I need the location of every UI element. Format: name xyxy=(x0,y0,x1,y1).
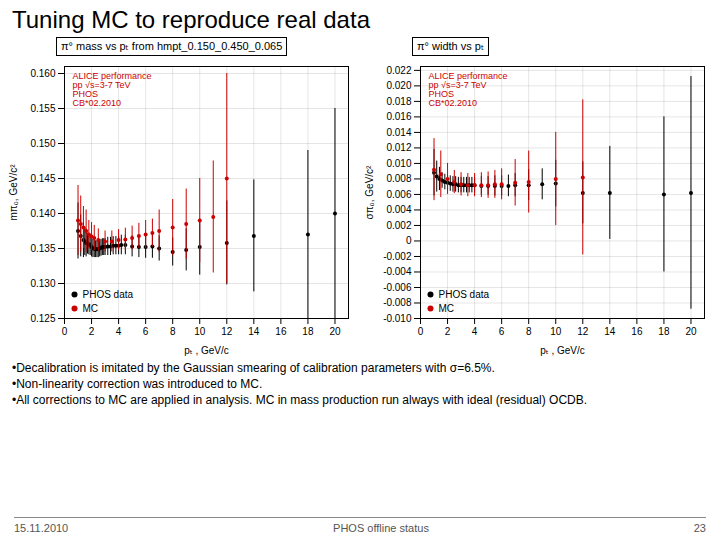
svg-text:14: 14 xyxy=(248,326,260,337)
svg-text:0: 0 xyxy=(62,326,68,337)
html-text:π° mass vs pₜ from hmpt_0.150_: π° mass vs pₜ from hmpt_0.150_0.450_0.06… xyxy=(61,40,283,52)
svg-text:20: 20 xyxy=(329,326,341,337)
svg-text:pₜ , GeV/c: pₜ , GeV/c xyxy=(540,345,585,356)
svg-text:6: 6 xyxy=(499,326,505,337)
svg-text:18: 18 xyxy=(658,326,670,337)
svg-text:-0.004: -0.004 xyxy=(383,266,412,277)
svg-text:pₜ , GeV/c: pₜ , GeV/c xyxy=(184,345,229,356)
svg-text:4: 4 xyxy=(472,326,478,337)
svg-text:10: 10 xyxy=(550,326,562,337)
svg-text:20: 20 xyxy=(685,326,697,337)
svg-text:0.016: 0.016 xyxy=(386,111,411,122)
svg-text:-0.002: -0.002 xyxy=(383,251,412,262)
svg-text:0.140: 0.140 xyxy=(30,208,55,219)
svg-text:0.010: 0.010 xyxy=(386,158,411,169)
svg-text:0.012: 0.012 xyxy=(386,142,411,153)
svg-text:8: 8 xyxy=(526,326,532,337)
svg-text:8: 8 xyxy=(170,326,176,337)
svg-text:-0.006: -0.006 xyxy=(383,282,412,293)
html-text:•All corrections to MC are app: •All corrections to MC are applied in an… xyxy=(12,393,588,408)
svg-text:2: 2 xyxy=(445,326,451,337)
svg-text:-0.008: -0.008 xyxy=(383,297,412,308)
svg-text:0.145: 0.145 xyxy=(30,173,55,184)
svg-text:0.018: 0.018 xyxy=(386,96,411,107)
svg-text:MC: MC xyxy=(83,303,99,314)
html-text:Tuning MC to reproduce real da: Tuning MC to reproduce real data xyxy=(12,6,370,33)
svg-text:ALICE performancepp √s=3-7 TeV: ALICE performancepp √s=3-7 TeVPHOSCB*02.… xyxy=(429,71,508,108)
svg-text:0.135: 0.135 xyxy=(30,243,55,254)
svg-text:0.008: 0.008 xyxy=(386,173,411,184)
svg-text:0.002: 0.002 xyxy=(386,220,411,231)
svg-text:0.155: 0.155 xyxy=(30,103,55,114)
html-text:PHOS offline status: PHOS offline status xyxy=(333,522,429,534)
svg-text:PHOS data: PHOS data xyxy=(439,289,490,300)
svg-text:0.125: 0.125 xyxy=(30,313,55,324)
svg-text:0.150: 0.150 xyxy=(30,138,55,149)
html-text:23: 23 xyxy=(693,522,706,534)
svg-text:12: 12 xyxy=(577,326,589,337)
svg-text:0: 0 xyxy=(418,326,424,337)
html-text:•Decalibration is imitated by: •Decalibration is imitated by the Gaussi… xyxy=(12,361,495,375)
svg-text:0.160: 0.160 xyxy=(30,68,55,79)
svg-text:0.130: 0.130 xyxy=(30,278,55,289)
svg-text:0.004: 0.004 xyxy=(386,204,411,215)
svg-text:ALICE performancepp √s=3-7 TeV: ALICE performancepp √s=3-7 TeVPHOSCB*02.… xyxy=(73,71,152,108)
svg-text:0.022: 0.022 xyxy=(386,65,411,76)
svg-text:14: 14 xyxy=(604,326,616,337)
svg-text:6: 6 xyxy=(143,326,149,337)
svg-text:4: 4 xyxy=(116,326,122,337)
svg-text:12: 12 xyxy=(221,326,233,337)
svg-text:2: 2 xyxy=(89,326,95,337)
svg-text:0.020: 0.020 xyxy=(386,80,411,91)
svg-text:0.006: 0.006 xyxy=(386,189,411,200)
svg-text:16: 16 xyxy=(275,326,287,337)
svg-text:mπ₀, GeV/c²: mπ₀, GeV/c² xyxy=(8,164,19,221)
svg-text:0: 0 xyxy=(406,235,412,246)
svg-text:MC: MC xyxy=(439,303,455,314)
svg-text:σπ₀, GeV/c²: σπ₀, GeV/c² xyxy=(364,165,375,220)
svg-text:16: 16 xyxy=(631,326,643,337)
html-text:π° width vs pₜ: π° width vs pₜ xyxy=(417,40,485,52)
html-text:15.11.2010: 15.11.2010 xyxy=(14,522,69,534)
svg-text:PHOS data: PHOS data xyxy=(83,289,134,300)
svg-text:18: 18 xyxy=(302,326,314,337)
svg-text:10: 10 xyxy=(194,326,206,337)
svg-text:0.014: 0.014 xyxy=(386,127,411,138)
svg-text:-0.010: -0.010 xyxy=(383,313,412,324)
html-text:•Non-linearity correction was: •Non-linearity correction was introduced… xyxy=(12,377,263,392)
